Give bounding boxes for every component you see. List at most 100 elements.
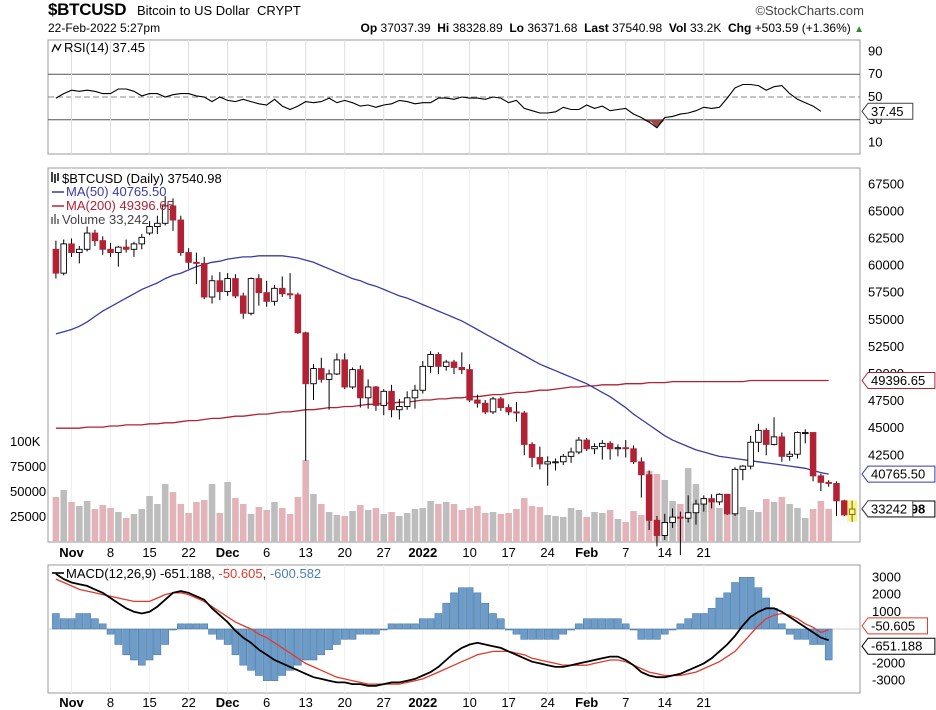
volume-bar [255, 507, 263, 542]
volume-bar [138, 509, 146, 542]
macd-tick-label: -3000 [872, 673, 905, 688]
volume-bar [380, 514, 388, 542]
candle-down [505, 407, 512, 413]
macd-histogram-bar [192, 623, 201, 630]
candle-down [513, 411, 520, 414]
volume-bar [364, 510, 372, 542]
macd-histogram-bar [434, 613, 443, 630]
candle-down [466, 369, 473, 401]
candle-down [435, 354, 442, 367]
candle-up [755, 429, 762, 443]
candle-up [794, 432, 801, 455]
chg-value: +503.59 (+1.36%) [754, 21, 851, 35]
volume-icon [51, 214, 59, 224]
candle-down [294, 294, 302, 334]
date-tick-label: 20 [337, 545, 351, 560]
macd-histogram-bar [372, 628, 380, 635]
candle-up [427, 354, 434, 367]
candle-up [247, 278, 255, 314]
volume-bar [770, 502, 778, 542]
macd-histogram-bar [208, 628, 216, 635]
volume-bar [536, 507, 544, 542]
volume-bar [357, 505, 364, 542]
candle-down [497, 398, 505, 409]
macd-legend-b: -651.188 [160, 566, 211, 581]
volume-bar [294, 497, 302, 542]
macd-histogram-bar [91, 618, 99, 630]
candle-up [364, 386, 372, 399]
volume-bar [442, 502, 450, 542]
candle-down [318, 368, 325, 380]
volume-tick-label: 75000 [10, 459, 46, 474]
volume-bar [560, 517, 567, 542]
candle-up [115, 246, 122, 254]
macd-histogram-bar [653, 628, 661, 640]
candle-up [154, 222, 161, 227]
macd-histogram-bar [801, 628, 810, 640]
candle-down [833, 483, 840, 502]
macd-legend-a: MACD(12,26,9) [66, 566, 156, 581]
volume-bar [583, 517, 590, 542]
volume-value-badge: 33242 [861, 500, 914, 518]
volume-bar [193, 502, 200, 542]
price-tick-label: 65000 [868, 203, 904, 218]
macd-histogram-bar [59, 618, 68, 630]
volume-bar [435, 504, 442, 542]
last-label: Last [584, 21, 609, 35]
volume-tick-label: 25000 [10, 509, 46, 524]
macd-histogram-bar [676, 623, 685, 630]
macd-histogram-bar [497, 618, 505, 630]
candle-up [591, 446, 598, 450]
ma50-value-badge-text: 40765.50 [871, 467, 925, 482]
macd-histogram-bar [395, 623, 404, 630]
volume-bar [372, 508, 380, 542]
date-tick-label: Feb [575, 545, 598, 560]
volume-bar [263, 510, 270, 542]
candle-down [638, 461, 645, 476]
date-tick-label: Feb [575, 695, 598, 710]
volume-bar [474, 506, 481, 542]
candle-down [841, 500, 848, 516]
candle-up [396, 406, 403, 411]
macd-histogram-bar [216, 628, 224, 640]
volume-bar [614, 519, 622, 542]
volume-bar [341, 516, 348, 542]
candle-down [817, 475, 825, 483]
macd-histogram-bar [504, 628, 513, 631]
candle-down [68, 243, 75, 254]
macd-histogram-bar [629, 628, 638, 631]
price-legend: $BTCUSD (Daily) 37540.98 MA(50) 40765.50… [51, 171, 222, 227]
volume-bar [325, 512, 333, 542]
macd-histogram-bar [567, 628, 575, 631]
chart-instrument-name: Bitcoin to US Dollar CRYPT [137, 3, 301, 18]
macd-histogram-bar [489, 613, 497, 630]
date-tick-label: 14 [658, 545, 672, 560]
volume-bar [497, 514, 505, 542]
macd-histogram-bar [161, 628, 169, 645]
rsi-line [55, 83, 822, 129]
volume-bar [318, 504, 325, 542]
macd-histogram-bar [824, 628, 833, 661]
price-tick-label: 67500 [868, 176, 904, 191]
candle-down [99, 240, 106, 250]
date-tick-label: Dec [216, 545, 240, 560]
volume-bar [794, 508, 801, 542]
price-tick-label: 55000 [868, 312, 904, 327]
volume-bar [154, 504, 161, 542]
macd-histogram-bar [278, 628, 287, 676]
volume-bar [216, 513, 224, 542]
volume-bar [91, 509, 99, 542]
volume-bar [606, 510, 614, 542]
macd-histogram-bar [793, 628, 802, 640]
macd-histogram-bar [122, 628, 130, 656]
date-tick-label: 17 [501, 695, 515, 710]
macd-histogram-bar [692, 613, 700, 630]
price-tick-label: 52500 [868, 339, 904, 354]
line-icon [51, 43, 62, 53]
macd-histogram-bar [426, 618, 435, 630]
signal-value-badge-box [861, 617, 929, 635]
price-tick-label: 62500 [868, 230, 904, 245]
candle-down [481, 402, 489, 413]
vol-label: Vol [668, 21, 687, 35]
price-candles [52, 196, 856, 556]
